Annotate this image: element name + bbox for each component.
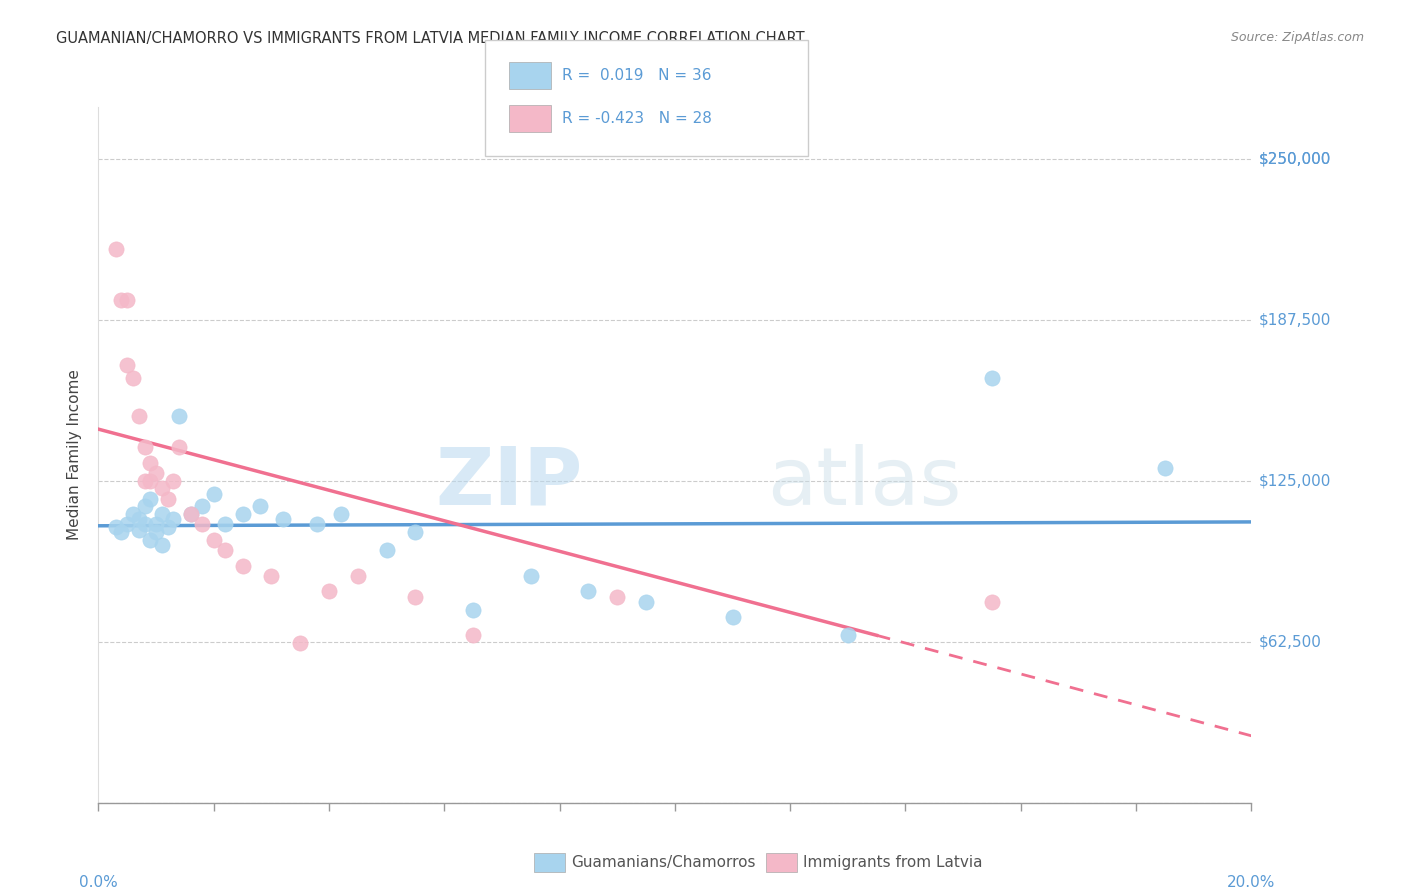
Point: [329, 507, 352, 521]
Point: [180, 507, 202, 521]
Point: [134, 500, 156, 514]
Point: [214, 517, 236, 532]
Point: [167, 440, 190, 454]
Point: [162, 474, 184, 488]
Text: R = -0.423   N = 28: R = -0.423 N = 28: [562, 112, 713, 126]
Point: [202, 486, 225, 500]
Point: [145, 517, 167, 532]
Text: $250,000: $250,000: [1258, 151, 1330, 166]
Point: [134, 517, 156, 532]
Point: [1153, 460, 1175, 475]
Point: [606, 590, 628, 604]
Point: [162, 512, 184, 526]
Point: [405, 525, 427, 540]
Point: [231, 507, 254, 521]
Point: [139, 491, 162, 506]
Point: [104, 242, 127, 256]
Text: atlas: atlas: [768, 443, 962, 522]
Point: [134, 440, 156, 454]
Point: [128, 523, 150, 537]
Point: [981, 595, 1004, 609]
Point: [150, 482, 173, 496]
Point: [346, 569, 368, 583]
Point: [122, 507, 145, 521]
Point: [636, 595, 658, 609]
Point: [405, 590, 427, 604]
Point: [837, 628, 859, 642]
Point: [104, 520, 127, 534]
Text: 20.0%: 20.0%: [1227, 875, 1275, 890]
Point: [145, 466, 167, 480]
Point: [578, 584, 600, 599]
Point: [249, 500, 271, 514]
Point: [721, 610, 744, 624]
Point: [139, 474, 162, 488]
Point: [461, 602, 484, 616]
Point: [145, 525, 167, 540]
Text: Guamanians/Chamorros: Guamanians/Chamorros: [571, 855, 755, 870]
Y-axis label: Median Family Income: Median Family Income: [67, 369, 83, 541]
Point: [128, 409, 150, 424]
Point: [150, 538, 173, 552]
Point: [214, 543, 236, 558]
Point: [110, 293, 132, 308]
Point: [117, 293, 138, 308]
Text: 0.0%: 0.0%: [79, 875, 118, 890]
Point: [461, 628, 484, 642]
Text: Source: ZipAtlas.com: Source: ZipAtlas.com: [1230, 31, 1364, 45]
Point: [290, 636, 312, 650]
Point: [318, 584, 340, 599]
Point: [981, 370, 1004, 384]
Point: [134, 474, 156, 488]
Point: [117, 517, 138, 532]
Point: [191, 500, 214, 514]
Point: [150, 507, 173, 521]
Point: [110, 525, 132, 540]
Point: [180, 507, 202, 521]
Text: R =  0.019   N = 36: R = 0.019 N = 36: [562, 69, 711, 83]
Point: [156, 491, 179, 506]
Point: [122, 370, 145, 384]
Point: [191, 517, 214, 532]
Point: [260, 569, 283, 583]
Text: ZIP: ZIP: [436, 443, 582, 522]
Point: [307, 517, 329, 532]
Point: [520, 569, 543, 583]
Point: [375, 543, 398, 558]
Point: [139, 456, 162, 470]
Text: $125,000: $125,000: [1258, 473, 1330, 488]
Point: [139, 533, 162, 547]
Point: [271, 512, 294, 526]
Text: Immigrants from Latvia: Immigrants from Latvia: [803, 855, 983, 870]
Point: [231, 558, 254, 573]
Point: [156, 520, 179, 534]
Point: [167, 409, 190, 424]
Text: GUAMANIAN/CHAMORRO VS IMMIGRANTS FROM LATVIA MEDIAN FAMILY INCOME CORRELATION CH: GUAMANIAN/CHAMORRO VS IMMIGRANTS FROM LA…: [56, 31, 804, 46]
Point: [128, 512, 150, 526]
Text: $62,500: $62,500: [1258, 634, 1322, 649]
Point: [117, 358, 138, 372]
Text: $250,000: $250,000: [1258, 151, 1330, 166]
Point: [202, 533, 225, 547]
Text: $187,500: $187,500: [1258, 312, 1330, 327]
